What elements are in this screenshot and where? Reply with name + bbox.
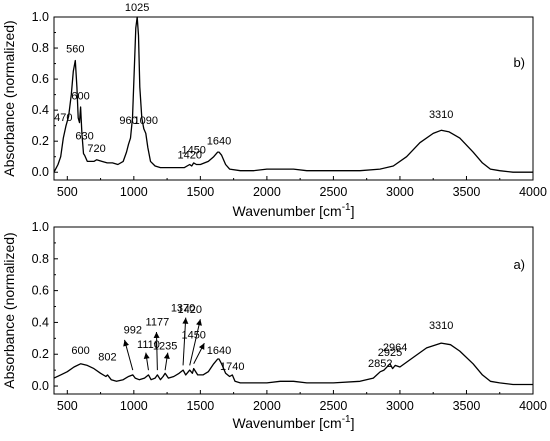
peak-label: 3310 [429,320,453,332]
peak-label: 1640 [207,135,231,147]
y-tick-label: 0.0 [32,165,49,179]
x-tick-label: 1500 [186,185,214,199]
arrow-head [123,339,129,347]
peak-label: 1640 [207,345,231,357]
peak-label: 1090 [134,115,158,127]
x-tick-label: 2000 [253,185,281,199]
x-tick-label: 500 [57,185,78,199]
x-tick-label: 3000 [386,185,414,199]
annotation-arrow [182,317,187,366]
x-axis-title: Wavenumber [cm-1] [233,414,355,431]
peak-label: 1370 [171,302,195,314]
plot-frame [53,16,534,181]
y-tick-label: 1.0 [32,220,49,234]
x-tick-label: 2500 [320,399,348,413]
x-tick-label: 4000 [519,185,547,199]
y-tick-label: 0.6 [32,72,49,86]
y-axis-title: Absorbance (normalized) [1,20,17,176]
peak-label: 1110 [137,339,160,351]
annotation-arrow [189,319,201,366]
peak-label: 1177 [146,317,170,329]
y-tick-label: 0.2 [32,347,49,361]
x-tick-label: 2500 [320,185,348,199]
x-tick-label: 2000 [253,399,281,413]
peak-label: 3310 [429,109,453,121]
x-tick-label: 3000 [386,399,414,413]
panel-a: 0.0 0.2 0.4 0.6 0.8 1.0 500 1000 1500 2000 2500 300… [1,220,547,431]
spectrum-line [53,342,533,386]
peak-label: 2964 [383,342,407,354]
y-tick-label: 0.6 [32,284,49,298]
peak-label: 720 [87,143,105,155]
peak-label: 992 [124,325,142,337]
peak-label: 1420 [177,304,201,316]
y-tick-label: 0.0 [32,379,49,393]
peak-label: 1450 [181,145,205,157]
arrow-head [198,343,205,350]
y-tick-label: 0.8 [32,252,49,266]
peak-label: 560 [66,44,84,56]
arrow-head [153,331,160,339]
peak-label: 1025 [125,2,149,14]
y-tick-label: 1.0 [32,10,49,24]
x-tick-label: 500 [57,399,78,413]
peak-label: 802 [98,352,116,364]
x-tick-label: 4000 [519,399,547,413]
y-tick-label: 0.4 [32,103,49,117]
x-tick-label: 1500 [186,399,214,413]
y-tick-label: 0.4 [32,315,49,329]
x-tick-label: 3500 [453,399,481,413]
panel-tag: a) [513,257,525,272]
plot-frame [53,226,534,395]
peak-label: 470 [54,112,72,124]
peak-label: 600 [71,90,89,102]
peak-label: 600 [71,345,89,357]
annotation-arrow [155,331,158,371]
peak-label: 1740 [220,361,244,373]
y-tick-label: 0.8 [32,41,49,55]
spectrum-line [53,16,533,173]
peak-label: 630 [75,131,93,143]
peak-label: 2925 [378,347,402,359]
peak-label: 2852 [368,358,392,370]
x-axis-title: Wavenumber [cm-1] [233,202,355,219]
arrow-head [182,317,189,324]
arrow-head [143,352,150,360]
arrow-head [163,352,170,360]
peak-label: 1235 [153,340,177,352]
peak-label: 960 [119,115,137,127]
panel-b: 0.0 0.2 0.4 0.6 0.8 1.0 500 1000 1500 2000 2500 300… [1,2,547,219]
x-tick-label: 3500 [453,185,481,199]
x-tick-label: 1000 [120,185,148,199]
y-axis-title: Absorbance (normalized) [1,232,17,388]
peak-label: 1420 [177,149,201,161]
panel-tag: b) [513,55,525,70]
peak-label: 1450 [181,329,205,341]
arrow-head [196,319,202,326]
y-tick-label: 0.2 [32,134,49,148]
x-tick-label: 1000 [120,399,148,413]
